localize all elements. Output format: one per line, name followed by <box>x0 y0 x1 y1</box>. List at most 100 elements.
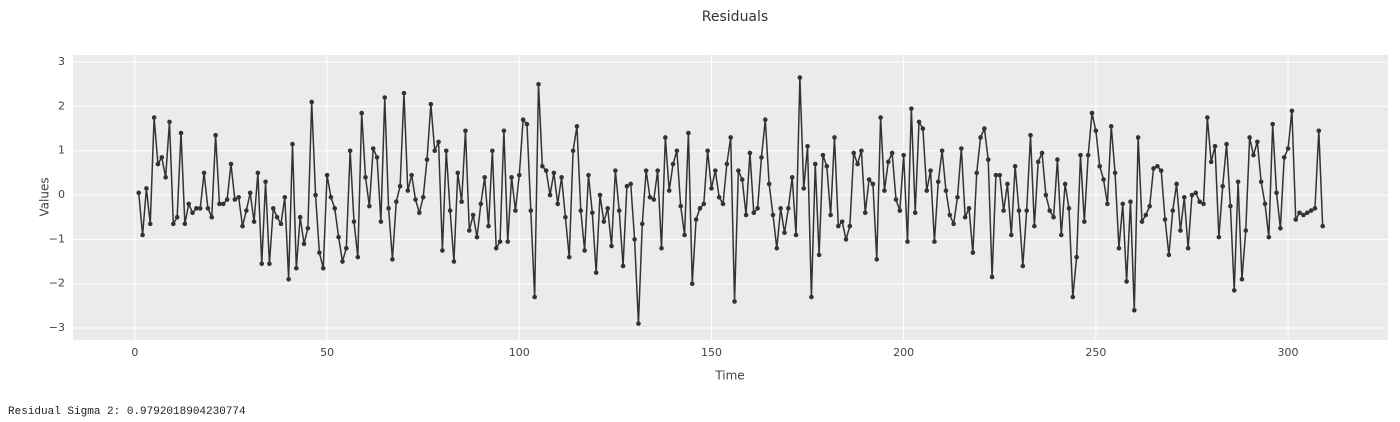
point <box>1201 201 1206 207</box>
point <box>755 206 760 211</box>
point <box>682 232 687 238</box>
point <box>420 194 426 200</box>
point <box>1170 208 1176 213</box>
point <box>1032 223 1037 229</box>
point <box>1089 110 1095 116</box>
point <box>959 146 964 151</box>
point <box>759 155 764 160</box>
y-tick-label: −2 <box>49 277 65 290</box>
point <box>932 239 937 244</box>
point <box>766 181 772 187</box>
point <box>1158 168 1164 173</box>
point <box>643 168 649 173</box>
point <box>509 175 514 180</box>
point <box>651 197 657 202</box>
point <box>905 239 910 244</box>
point <box>659 245 664 251</box>
point <box>528 208 534 213</box>
point <box>1270 121 1275 127</box>
point <box>551 170 557 176</box>
point <box>1255 139 1260 145</box>
point <box>286 276 291 282</box>
point <box>582 248 587 253</box>
point <box>297 214 303 220</box>
point <box>317 250 322 255</box>
point <box>405 188 411 193</box>
point <box>267 261 272 267</box>
point <box>809 294 814 300</box>
point <box>1035 159 1041 165</box>
point <box>1285 146 1291 151</box>
point <box>862 210 868 216</box>
point <box>1005 181 1010 187</box>
point <box>413 197 418 202</box>
point <box>147 221 153 227</box>
y-tick-label: 3 <box>58 55 65 68</box>
point <box>1039 150 1045 156</box>
point <box>1258 179 1264 185</box>
point <box>197 206 203 211</box>
point <box>882 188 887 193</box>
point <box>186 201 192 207</box>
point <box>1308 208 1314 213</box>
point <box>1008 232 1014 238</box>
point <box>1155 163 1160 169</box>
point <box>447 208 453 213</box>
point <box>513 208 518 213</box>
point <box>540 163 545 169</box>
point <box>1212 144 1218 149</box>
point <box>470 212 476 218</box>
point <box>939 148 945 154</box>
point <box>566 254 572 260</box>
point <box>670 161 676 167</box>
point <box>278 221 284 227</box>
point <box>424 157 430 162</box>
point <box>251 219 257 224</box>
point <box>294 265 299 271</box>
point <box>436 139 441 145</box>
point <box>859 148 864 154</box>
point <box>263 179 268 185</box>
point <box>386 206 391 211</box>
point <box>428 101 434 107</box>
point <box>970 250 976 255</box>
x-axis-title: Time <box>714 369 744 383</box>
point <box>663 135 668 140</box>
point <box>171 221 176 227</box>
point <box>1216 234 1222 240</box>
point <box>743 212 749 218</box>
point <box>1178 228 1183 233</box>
point <box>678 203 684 209</box>
point <box>516 172 522 178</box>
point <box>163 175 168 180</box>
point <box>259 261 265 267</box>
point <box>655 168 660 173</box>
point <box>559 175 564 180</box>
x-tick-label: 50 <box>320 346 334 359</box>
y-axis-title: Values <box>38 177 52 216</box>
point <box>1020 263 1026 269</box>
point <box>885 159 891 165</box>
point <box>1243 228 1249 233</box>
point <box>866 177 872 182</box>
point <box>1281 155 1287 160</box>
y-tick-label: −3 <box>49 321 65 334</box>
point <box>736 168 741 173</box>
point <box>909 106 914 111</box>
point <box>497 239 503 244</box>
point <box>847 223 853 229</box>
point <box>1112 170 1118 176</box>
point <box>1082 219 1087 224</box>
point <box>801 186 807 191</box>
point <box>340 259 345 264</box>
point <box>1174 181 1179 187</box>
point <box>520 117 526 123</box>
point <box>1078 152 1083 158</box>
point <box>982 126 987 131</box>
point <box>974 170 980 176</box>
point <box>1316 128 1322 134</box>
point <box>382 95 388 100</box>
point <box>1024 208 1029 213</box>
point <box>1028 132 1033 138</box>
x-tick-label: 150 <box>701 346 722 359</box>
